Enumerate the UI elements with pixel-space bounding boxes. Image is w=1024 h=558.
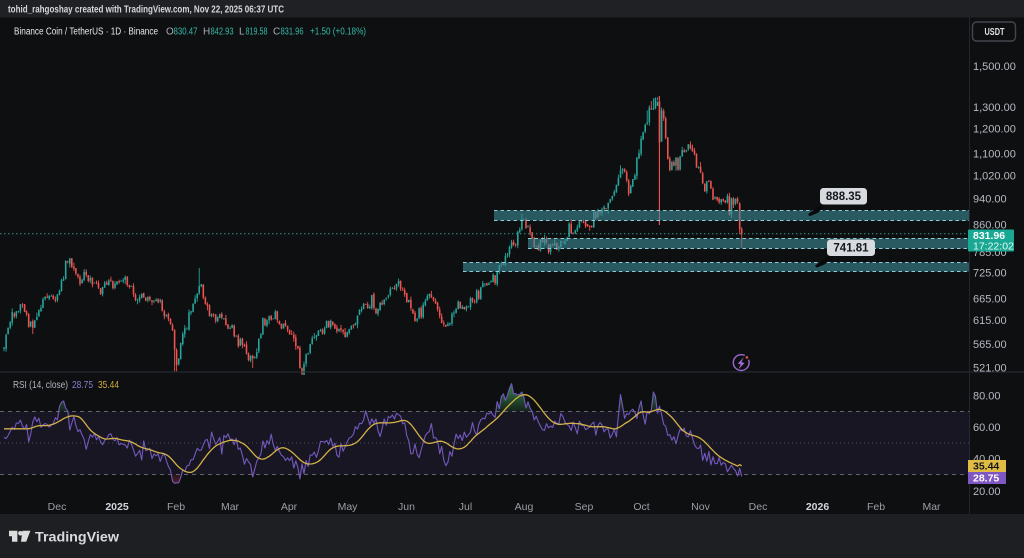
svg-text:35.44: 35.44 [98, 379, 119, 391]
svg-text:35.44: 35.44 [973, 461, 999, 473]
svg-text:USDT: USDT [985, 26, 1005, 38]
svg-text:TradingView: TradingView [35, 530, 120, 545]
svg-text:Mar: Mar [221, 501, 240, 513]
svg-text:L: L [239, 27, 245, 38]
svg-text:Jun: Jun [398, 501, 415, 513]
svg-text:2026: 2026 [806, 501, 830, 513]
svg-text:May: May [338, 501, 359, 513]
svg-text:830.47: 830.47 [174, 27, 198, 38]
svg-text:615.00: 615.00 [973, 315, 1007, 327]
svg-text:Nov: Nov [691, 501, 710, 513]
svg-text:860.00: 860.00 [973, 220, 1007, 232]
svg-text:831.96: 831.96 [973, 230, 1005, 242]
svg-text:Aug: Aug [515, 501, 534, 513]
svg-text:tohid_rahgoshay created with T: tohid_rahgoshay created with TradingView… [8, 4, 284, 16]
svg-text:20.00: 20.00 [973, 486, 1001, 498]
svg-text:60.00: 60.00 [973, 422, 1001, 434]
svg-text:Feb: Feb [867, 501, 885, 513]
svg-text:665.00: 665.00 [973, 294, 1007, 306]
svg-text:1,200.00: 1,200.00 [973, 124, 1016, 136]
svg-text:28.75: 28.75 [973, 473, 999, 485]
svg-text:Dec: Dec [48, 501, 67, 513]
svg-text:+1.50 (+0.18%): +1.50 (+0.18%) [310, 27, 366, 38]
svg-text:17:22:02: 17:22:02 [973, 241, 1014, 253]
svg-text:Dec: Dec [749, 501, 768, 513]
svg-text:565.00: 565.00 [973, 339, 1007, 351]
svg-text:741.81: 741.81 [833, 243, 869, 255]
svg-text:Sep: Sep [575, 501, 594, 513]
svg-text:RSI (14, close): RSI (14, close) [13, 379, 68, 391]
svg-text:725.00: 725.00 [973, 268, 1007, 280]
svg-text:819.58: 819.58 [246, 27, 268, 38]
svg-text:Binance Coin / TetherUS · 1D ·: Binance Coin / TetherUS · 1D · Binance [14, 27, 158, 38]
svg-text:Feb: Feb [167, 501, 185, 513]
svg-text:C: C [273, 27, 280, 38]
svg-text:842.93: 842.93 [211, 27, 234, 38]
svg-text:2025: 2025 [105, 501, 129, 513]
svg-text:Apr: Apr [281, 501, 298, 513]
svg-text:O: O [166, 27, 174, 38]
svg-text:Mar: Mar [922, 501, 941, 513]
svg-text:80.00: 80.00 [973, 391, 1001, 403]
svg-text:1,020.00: 1,020.00 [973, 171, 1016, 183]
svg-text:888.35: 888.35 [826, 191, 862, 203]
svg-text:28.75: 28.75 [72, 379, 93, 391]
svg-text:940.00: 940.00 [973, 194, 1007, 206]
svg-text:1,100.00: 1,100.00 [973, 149, 1016, 161]
svg-text:1,300.00: 1,300.00 [973, 102, 1016, 114]
svg-text:Jul: Jul [459, 501, 472, 513]
svg-text:521.00: 521.00 [973, 363, 1007, 375]
svg-text:831.96: 831.96 [281, 27, 304, 38]
svg-text:Oct: Oct [633, 501, 649, 513]
svg-text:H: H [203, 27, 210, 38]
svg-text:1,500.00: 1,500.00 [973, 61, 1016, 73]
